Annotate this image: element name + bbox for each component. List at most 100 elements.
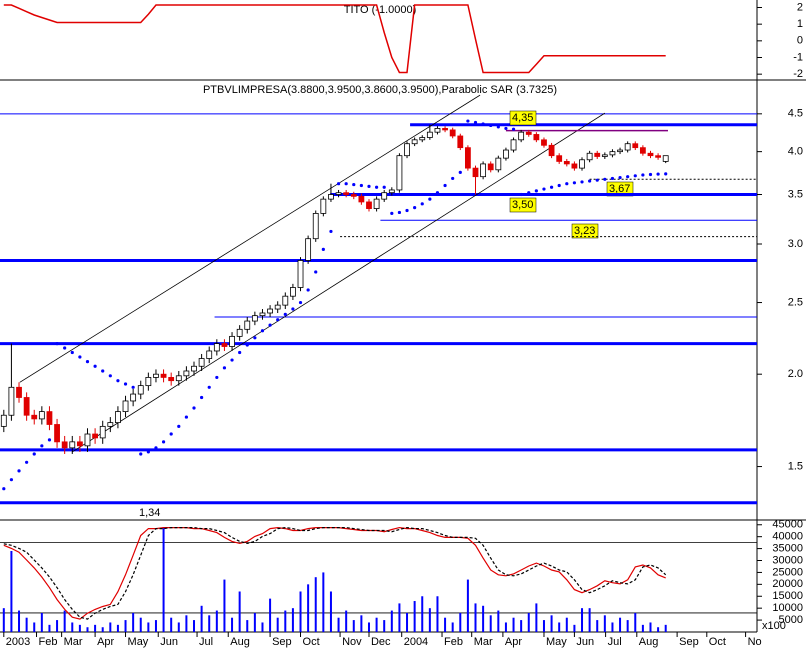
sar-dot (610, 176, 615, 181)
sar-dot (473, 120, 478, 125)
sar-dot (291, 307, 295, 311)
candle-body (244, 320, 251, 330)
candle-body (617, 149, 623, 153)
candle-body (213, 343, 220, 352)
candle-body (320, 198, 327, 214)
candle-body (183, 370, 190, 377)
candle-body (46, 411, 53, 425)
volume-bar (581, 608, 584, 632)
volume-bar (284, 610, 287, 632)
x-tick-label: Mar (474, 636, 493, 648)
candle-body (495, 157, 502, 171)
candle-body (442, 128, 448, 131)
sar-dot (329, 229, 333, 234)
volume-bar (558, 622, 561, 632)
x-tick-label: Sep (679, 636, 699, 648)
candle-body (426, 131, 433, 138)
sar-dot (47, 438, 52, 442)
volume-bar (657, 627, 660, 632)
candle-body (84, 433, 91, 447)
candle-body (16, 386, 22, 398)
volume-bar (25, 617, 28, 632)
sar-dot (17, 469, 21, 473)
sar-dot (580, 180, 584, 184)
candle-body (662, 155, 669, 162)
volume-bar (337, 617, 340, 632)
volume-bar (299, 591, 302, 632)
volume-bar (71, 622, 74, 632)
volume-bar (504, 622, 507, 632)
candle-body (639, 147, 646, 154)
sar-dot (664, 172, 668, 176)
volume-bar (497, 610, 500, 632)
volume-bar (86, 627, 89, 632)
volume-bar (367, 622, 370, 632)
sar-dot (489, 123, 493, 128)
candle-body (76, 441, 83, 447)
sar-dot (435, 191, 440, 195)
volume-bar (588, 608, 591, 632)
volume-bar (527, 612, 530, 632)
sar-dot (527, 191, 531, 195)
y-tick-label: 25000 (772, 566, 803, 578)
sar-dot (565, 182, 569, 186)
indicator-line (3, 4, 666, 74)
candle-body (343, 192, 350, 195)
x-tick-label: Aug (230, 636, 250, 648)
candle-body (61, 441, 68, 449)
candle-body (130, 393, 137, 402)
sar-dot (321, 247, 325, 252)
level-label: 3,23 (574, 225, 595, 237)
sar-dot (618, 175, 622, 180)
volume-bar (413, 601, 416, 632)
candle-body (624, 143, 631, 151)
sar-dot (253, 336, 257, 340)
y-tick-label: 4.0 (788, 146, 803, 158)
sar-dot (352, 182, 356, 187)
sar-dot (496, 125, 500, 129)
sar-dot (2, 487, 6, 491)
candle-body (411, 139, 418, 145)
volume-bar (253, 612, 256, 632)
sar-dot (177, 424, 181, 428)
x-tick-label: Jun (576, 636, 594, 648)
candle-body (191, 365, 197, 372)
volume-bar (185, 615, 188, 632)
sar-dot (344, 182, 348, 186)
volume-bar (170, 617, 173, 632)
candle-body (647, 152, 654, 157)
candle-body (259, 312, 266, 317)
x-tick-label: Sep (272, 636, 292, 648)
y-tick-label: 2.0 (788, 368, 803, 380)
volume-bar (535, 603, 538, 632)
volume-bar (466, 579, 469, 632)
sar-dot (192, 406, 196, 410)
candle-body (107, 422, 114, 427)
volume-bar (261, 622, 264, 632)
candle-body (251, 315, 258, 322)
sar-dot (32, 452, 36, 456)
sar-dot (55, 341, 59, 346)
candle-body (510, 139, 517, 151)
volume-bar (94, 624, 97, 632)
sar-dot (466, 119, 470, 123)
sar-dot (374, 185, 379, 189)
candle-body (632, 143, 639, 149)
sar-dot (572, 181, 577, 185)
candle-body (388, 189, 395, 194)
sar-dot (63, 346, 67, 350)
sar-dot (549, 185, 554, 189)
y-tick-label: 30000 (772, 554, 803, 566)
candle-body (267, 308, 273, 314)
level-label: 4,35 (512, 112, 533, 124)
candle-body (381, 192, 388, 200)
x-tick-label: No (748, 636, 762, 648)
panel-title: PTBVLIMPRESA(3.8800,3.9500,3.8600,3.9500… (203, 84, 557, 96)
volume-bar (200, 605, 203, 632)
volume-bar (147, 622, 150, 632)
volume-bar (603, 615, 606, 632)
sar-dot (268, 323, 272, 327)
x-tick-label: Apr (505, 636, 522, 648)
sar-dot (367, 184, 371, 188)
